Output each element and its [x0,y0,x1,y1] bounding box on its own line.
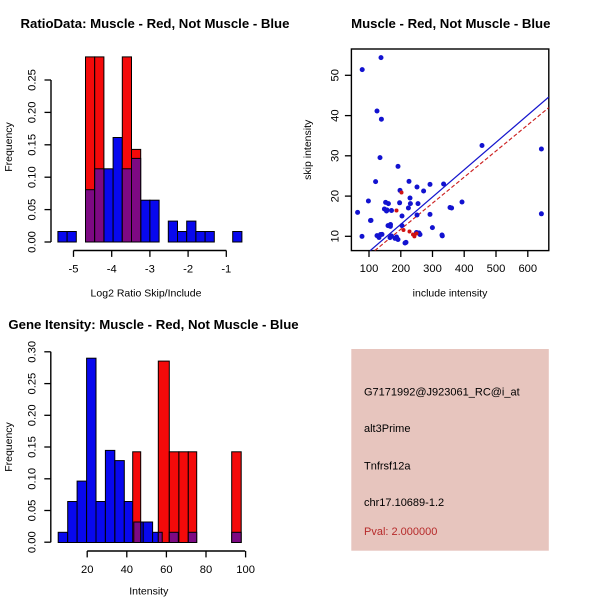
svg-text:skip intensity: skip intensity [302,119,314,180]
svg-text:400: 400 [455,263,474,275]
svg-text:100: 100 [360,263,379,275]
svg-text:0.30: 0.30 [27,341,39,363]
svg-text:0.10: 0.10 [27,166,39,188]
svg-text:300: 300 [423,263,442,275]
svg-text:alt3Prime: alt3Prime [364,423,410,435]
svg-text:RatioData: Muscle - Red, Not M: RatioData: Muscle - Red, Not Muscle - Bl… [21,16,290,31]
svg-text:Frequency: Frequency [3,121,15,171]
svg-text:Intensity: Intensity [129,586,169,598]
svg-text:0.20: 0.20 [27,404,39,426]
svg-text:0.00: 0.00 [27,231,39,253]
svg-text:100: 100 [236,564,255,576]
svg-text:40: 40 [330,109,342,121]
svg-text:include intensity: include intensity [413,288,488,300]
svg-text:-4: -4 [107,264,117,276]
svg-text:0.10: 0.10 [27,468,39,490]
svg-text:Gene Itensity: Muscle - Red, N: Gene Itensity: Muscle - Red, Not Muscle … [8,317,298,332]
svg-text:-1: -1 [221,264,231,276]
svg-text:20: 20 [330,190,342,202]
svg-text:60: 60 [160,564,172,576]
svg-text:G7171992@J923061_RC@i_at: G7171992@J923061_RC@i_at [364,387,520,399]
svg-text:Frequency: Frequency [3,421,15,471]
svg-text:200: 200 [391,263,410,275]
svg-text:0.00: 0.00 [27,531,39,553]
svg-text:40: 40 [121,564,133,576]
svg-text:0.05: 0.05 [27,199,39,221]
svg-text:50: 50 [330,69,342,81]
svg-text:-2: -2 [183,264,193,276]
svg-text:chr17.10689-1.2: chr17.10689-1.2 [364,497,444,509]
svg-text:30: 30 [330,150,342,162]
svg-text:-3: -3 [145,264,155,276]
svg-text:0.20: 0.20 [27,102,39,124]
svg-text:80: 80 [200,564,212,576]
svg-text:20: 20 [81,564,93,576]
svg-text:-5: -5 [69,264,79,276]
svg-text:10: 10 [330,230,342,242]
svg-text:0.15: 0.15 [27,134,39,156]
svg-text:Pval: 2.000000: Pval: 2.000000 [364,526,437,538]
svg-text:0.05: 0.05 [27,500,39,522]
svg-text:600: 600 [518,263,537,275]
svg-text:0.25: 0.25 [27,69,39,91]
svg-text:0.25: 0.25 [27,373,39,395]
svg-text:0.15: 0.15 [27,436,39,458]
svg-text:Tnfrsf12a: Tnfrsf12a [364,461,411,473]
svg-text:Muscle - Red, Not Muscle - Blu: Muscle - Red, Not Muscle - Blue [351,16,550,31]
svg-text:Log2 Ratio Skip/Include: Log2 Ratio Skip/Include [91,288,202,300]
svg-text:500: 500 [487,263,506,275]
